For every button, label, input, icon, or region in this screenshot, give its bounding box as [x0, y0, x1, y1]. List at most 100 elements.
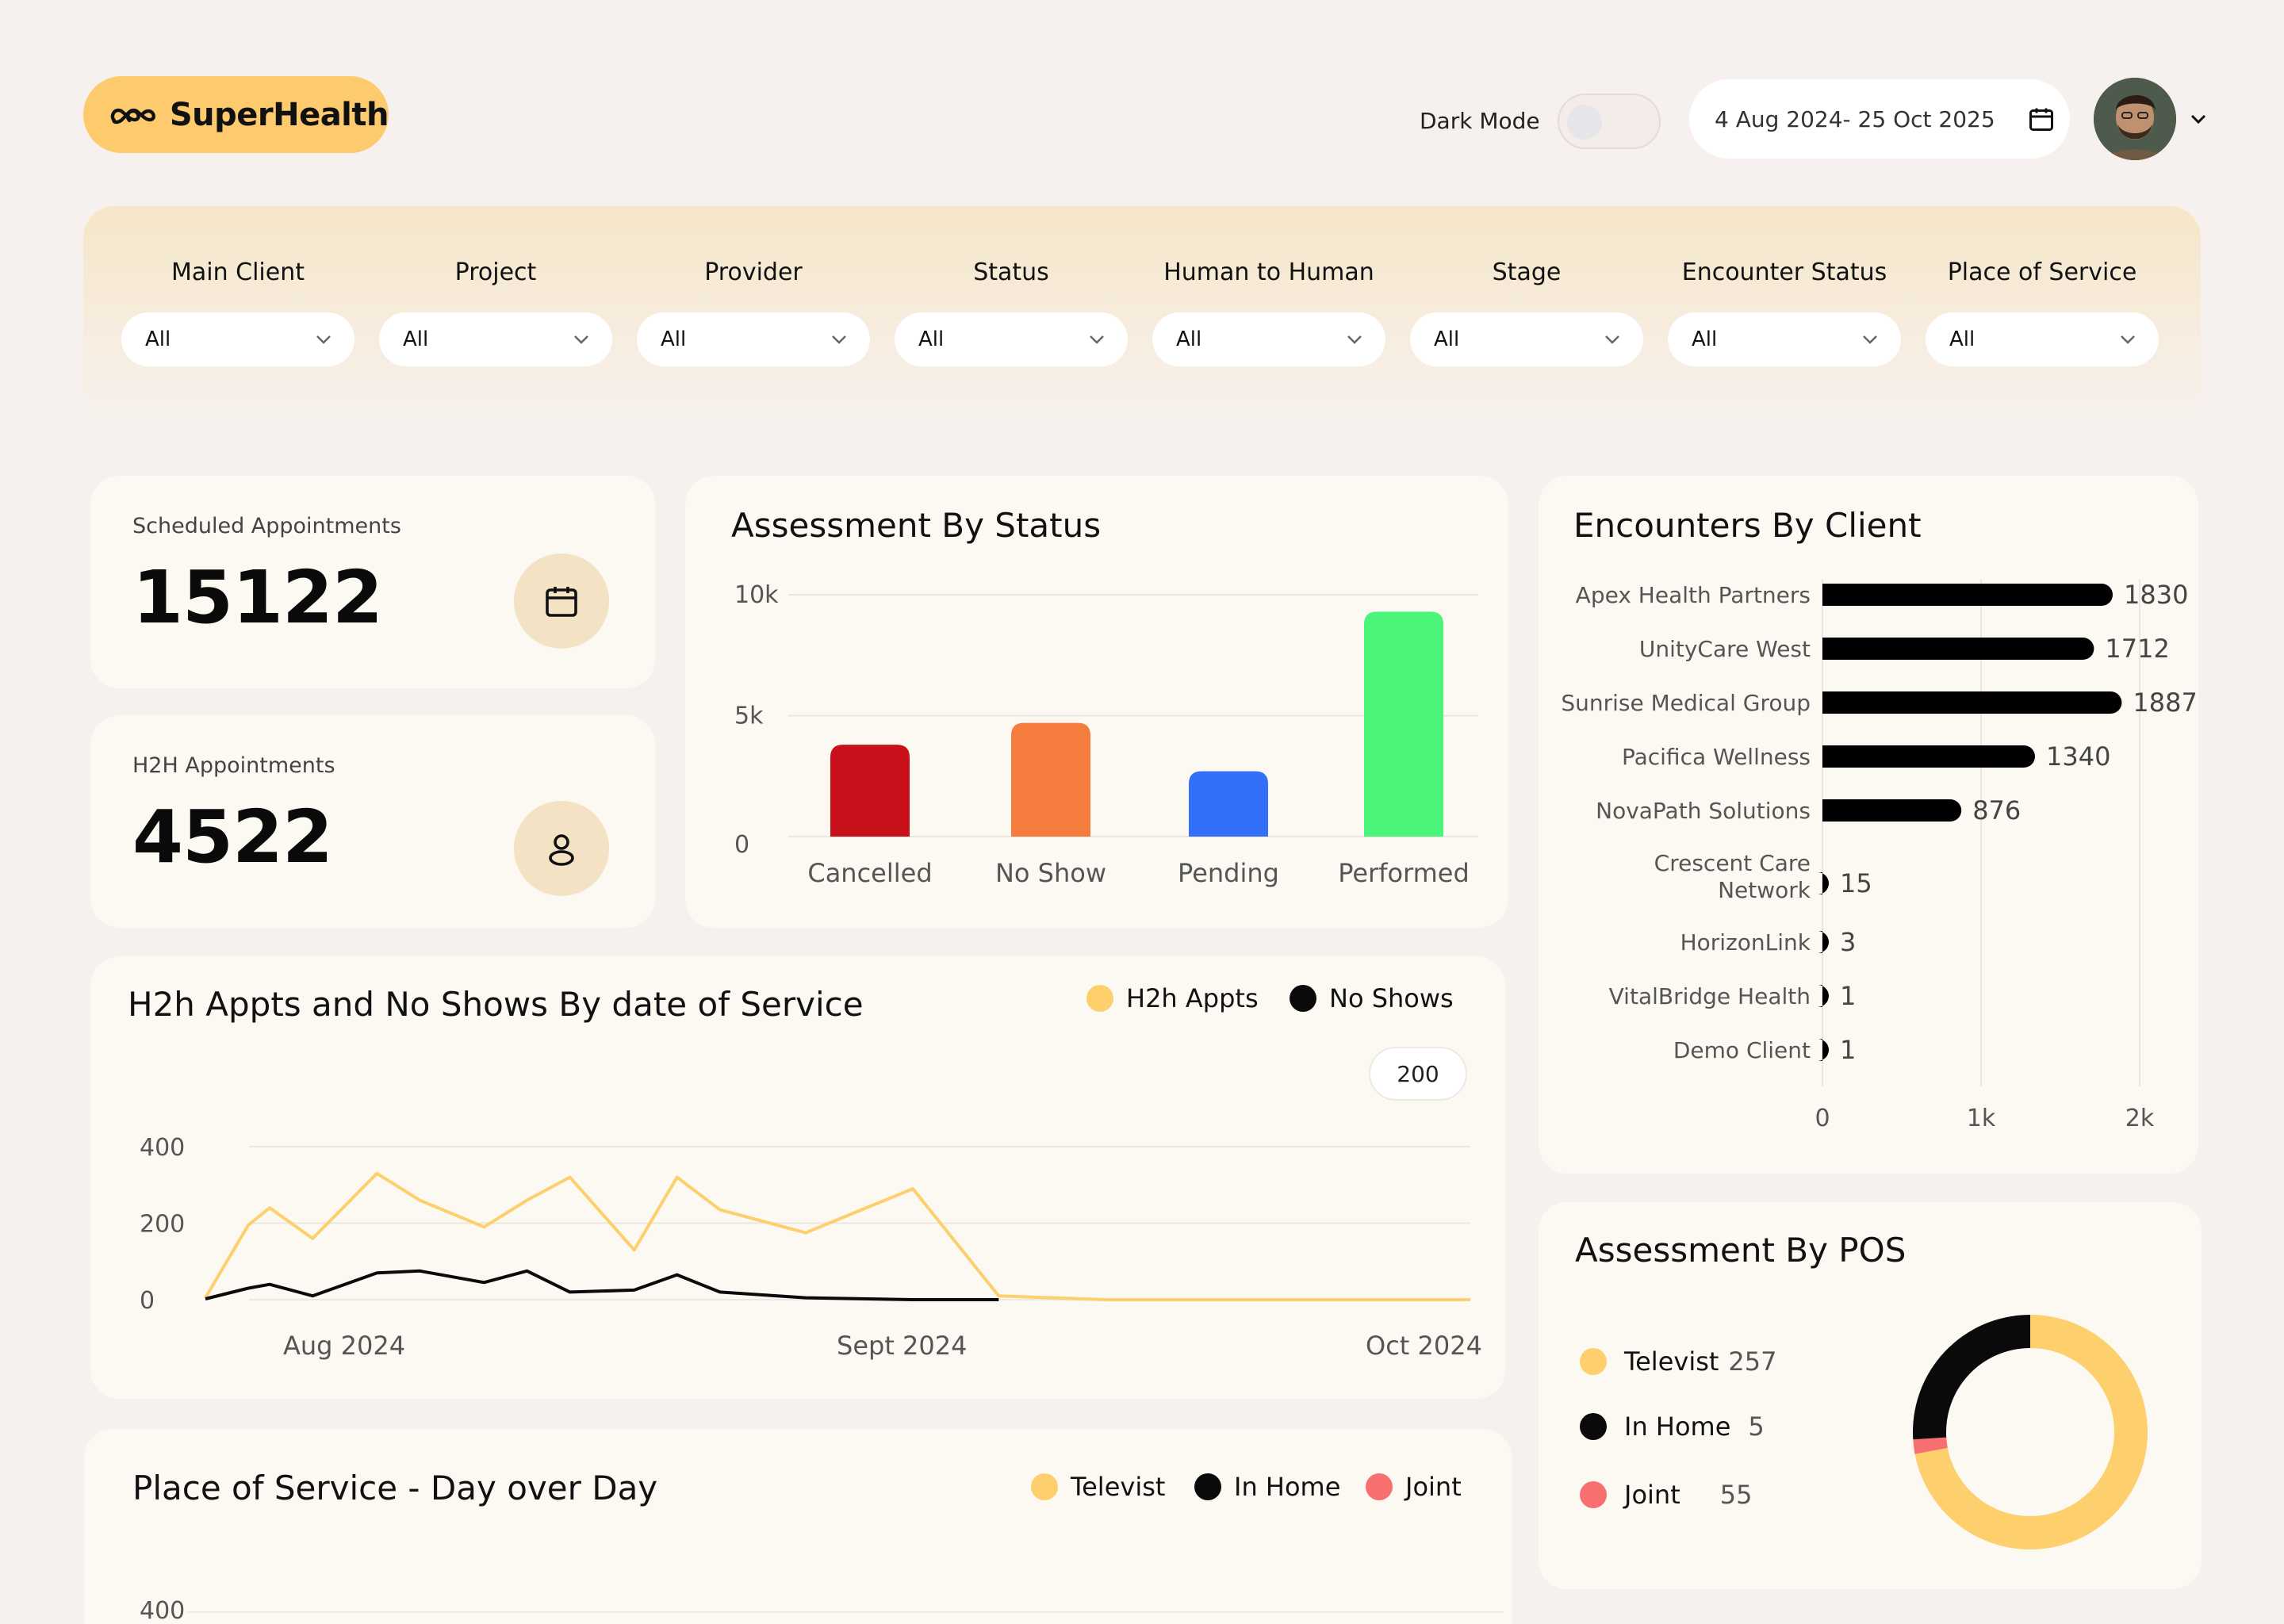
filter-label: Place of Service [1947, 259, 2137, 286]
card-title: Place of Service - Day over Day [132, 1469, 658, 1507]
series-line-no-shows [205, 1269, 999, 1301]
scheduled-appointments-card: Scheduled Appointments 15122 [90, 476, 655, 688]
y-tick-label: 10k [734, 581, 779, 609]
filter-value: All [145, 327, 171, 351]
x-tick-label: Performed [1338, 858, 1470, 888]
chevron-down-icon [1605, 335, 1619, 344]
x-tick-label: Oct 2024 [1366, 1331, 1482, 1361]
legend-in-home[interactable]: In Home [1194, 1472, 1340, 1502]
chevron-down-icon [316, 335, 331, 344]
filter-place-of-service: Place of Service All [1926, 259, 2159, 366]
y-tick-label: 400 [140, 1134, 185, 1162]
filter-select[interactable]: All [379, 312, 612, 366]
data-label: 3 [1840, 927, 1856, 957]
pos-value: 257 [1728, 1346, 1777, 1377]
filter-value: All [1692, 327, 1718, 351]
h2h-appointments-card: H2H Appointments 4522 [90, 715, 655, 928]
date-range-picker[interactable]: 4 Aug 2024- 25 Oct 2025 [1689, 79, 2070, 159]
bar-cancelled [830, 745, 910, 837]
chevron-down-icon[interactable] [2189, 111, 2208, 127]
legend-dot [1366, 1473, 1393, 1500]
stat-title: Scheduled Appointments [132, 514, 401, 538]
filter-status: Status All [895, 259, 1128, 366]
user-avatar[interactable] [2094, 78, 2176, 160]
filter-label: Project [454, 259, 537, 286]
filter-encounter-status: Encounter Status All [1668, 259, 1901, 366]
filter-select[interactable]: All [1668, 312, 1901, 366]
h2h-line-chart: 0 200 400 Aug 2024 Sept 2024 Oct 2024 [140, 1134, 1482, 1361]
bar-no-show [1011, 722, 1090, 837]
pos-value: 55 [1719, 1480, 1753, 1510]
legend-h2h-appts[interactable]: H2h Appts [1086, 983, 1259, 1013]
filter-label: Encounter Status [1681, 259, 1887, 286]
legend-label: No Shows [1329, 983, 1454, 1013]
data-label: 1712 [2105, 634, 2169, 664]
legend-joint[interactable]: Joint [1366, 1472, 1462, 1502]
toggle-knob [1567, 105, 1602, 140]
pos-legend-joint[interactable]: Joint 55 [1580, 1480, 1752, 1510]
card-title: H2h Appts and No Shows By date of Servic… [128, 985, 864, 1024]
pos-legend-in-home[interactable]: In Home 5 [1580, 1411, 1765, 1442]
x-tick-label: No Show [995, 858, 1106, 888]
bar-pending [1189, 771, 1268, 837]
legend-televist[interactable]: Televist [1031, 1472, 1165, 1502]
filter-project: Project All [379, 259, 612, 366]
filter-stage: Stage All [1410, 259, 1643, 366]
filter-value: All [1434, 327, 1460, 351]
legend-dot [1194, 1473, 1221, 1500]
client-label: Apex Health Partners [1576, 582, 1811, 608]
legend-dot [1580, 1481, 1607, 1508]
stat-value: 15122 [132, 555, 383, 640]
legend-dot [1580, 1348, 1607, 1375]
app-name: SuperHealth [169, 96, 389, 133]
filter-select[interactable]: All [1926, 312, 2159, 366]
data-label: 876 [1972, 795, 2021, 825]
dark-mode-toggle[interactable] [1558, 94, 1661, 149]
client-label: HorizonLink [1680, 929, 1811, 956]
data-label: 1887 [2133, 688, 2197, 718]
legend-dot [1290, 985, 1316, 1012]
x-tick-label: Sept 2024 [837, 1331, 967, 1361]
encounters-by-client-card: Encounters By Client 0 1k 2k Apex Health Pa… [1539, 476, 2198, 1174]
filter-human-to-human: Human to Human All [1152, 259, 1385, 366]
data-label: 15 [1840, 868, 1872, 898]
filter-select[interactable]: All [1410, 312, 1643, 366]
legend-no-shows[interactable]: No Shows [1290, 983, 1454, 1013]
stat-title: H2H Appointments [132, 753, 335, 778]
filter-label: Provider [704, 259, 803, 286]
client-bar [1818, 872, 1829, 894]
client-label: Crescent Care [1654, 850, 1811, 876]
logo-icon [110, 108, 155, 124]
card-title: Encounters By Client [1573, 506, 1922, 545]
pos-label: In Home [1624, 1411, 1731, 1442]
filter-value: All [661, 327, 687, 351]
pos-legend-televist[interactable]: Televist 257 [1580, 1346, 1777, 1377]
filter-value: All [918, 327, 945, 351]
client-bar [1822, 638, 2094, 660]
chevron-down-icon [1090, 335, 1104, 344]
client-label: VitalBridge Health [1609, 983, 1811, 1009]
filter-select[interactable]: All [637, 312, 870, 366]
legend-label: H2h Appts [1126, 983, 1259, 1013]
client-label: Demo Client [1673, 1037, 1811, 1063]
chevron-down-icon [574, 335, 588, 344]
chevron-down-icon [1863, 335, 1877, 344]
value-badge[interactable]: 200 [1369, 1047, 1467, 1101]
h2h-line-chart-card: H2h Appts and No Shows By date of Servic… [90, 956, 1505, 1399]
filter-select[interactable]: All [121, 312, 354, 366]
legend-dot [1031, 1473, 1058, 1500]
pos-donut-chart [1913, 1315, 2148, 1549]
client-bar [1822, 691, 2122, 714]
slice-joint [1913, 1437, 1948, 1454]
avatar-image [2094, 78, 2176, 160]
filter-select[interactable]: All [1152, 312, 1385, 366]
series-line-h2h-appts [204, 1171, 1470, 1301]
client-bar [1818, 985, 1829, 1007]
client-bar [1822, 745, 2035, 768]
x-tick-label: 0 [1815, 1105, 1830, 1132]
data-label: 1830 [2124, 580, 2188, 610]
app-logo[interactable]: SuperHealth [83, 76, 389, 153]
filter-select[interactable]: All [895, 312, 1128, 366]
grid-line [187, 1611, 1504, 1613]
x-tick-label: Aug 2024 [283, 1331, 405, 1361]
